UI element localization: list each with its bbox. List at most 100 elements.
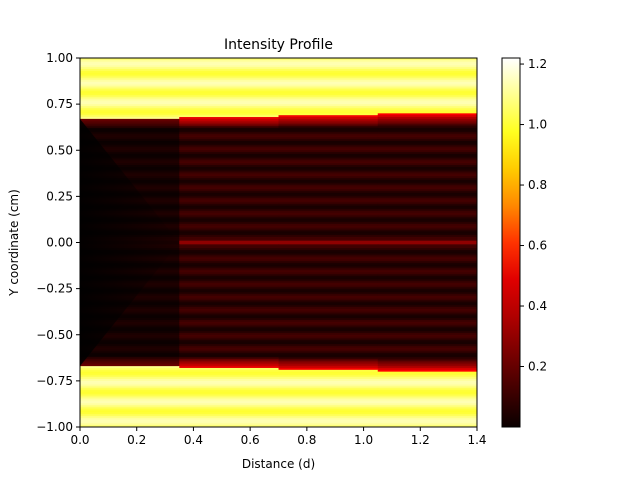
heatmap-cell: [377, 319, 477, 323]
heatmap-cell: [80, 353, 180, 356]
heatmap-cell: [80, 345, 180, 349]
heatmap-cell: [377, 325, 477, 328]
heatmap-cell: [278, 395, 379, 399]
heatmap-cell: [179, 408, 280, 411]
heatmap-cell: [377, 196, 477, 199]
heatmap-cell: [179, 327, 280, 330]
heatmap-cell: [377, 421, 477, 424]
heatmap-cell: [80, 358, 180, 362]
heatmap-cell: [278, 194, 379, 197]
heatmap-cell: [179, 355, 280, 358]
heatmap-cell: [377, 329, 477, 332]
heatmap-cell: [80, 144, 180, 148]
heatmap-cell: [278, 131, 379, 135]
heatmap-cell: [80, 375, 180, 378]
heatmap-cell: [80, 417, 180, 421]
heatmap-cell: [278, 133, 379, 137]
heatmap-cell: [179, 379, 280, 382]
heatmap-cell: [278, 414, 379, 417]
heatmap-cell: [278, 255, 379, 258]
heatmap-cell: [179, 189, 280, 192]
heatmap-cell: [179, 124, 280, 127]
heatmap-cell: [179, 329, 280, 332]
heatmap-cell: [278, 292, 379, 295]
heatmap-cell: [179, 290, 280, 293]
heatmap-cell: [179, 67, 280, 70]
heatmap-cell: [377, 91, 477, 94]
heatmap-cell: [278, 196, 379, 199]
heatmap-cell: [80, 155, 180, 159]
heatmap-cell: [80, 126, 180, 129]
heatmap-cell: [278, 177, 379, 181]
heatmap-cell: [278, 200, 379, 203]
heatmap-cell: [278, 155, 379, 159]
heatmap-cell: [377, 279, 477, 282]
heatmap-cell: [278, 124, 379, 127]
heatmap-cell: [377, 380, 477, 384]
heatmap-cell: [377, 395, 477, 399]
heatmap-cell: [278, 325, 379, 328]
heatmap-cell: [377, 207, 477, 210]
heatmap-cell: [278, 257, 379, 260]
heatmap-cell: [278, 218, 379, 221]
heatmap-cell: [377, 366, 477, 369]
heatmap-cell: [278, 229, 379, 233]
heatmap-cell: [278, 270, 379, 273]
heatmap-cell: [80, 87, 180, 90]
heatmap-cell: [179, 93, 280, 96]
heatmap-cell: [80, 399, 180, 402]
heatmap-cell: [80, 113, 180, 116]
heatmap-cell: [278, 69, 379, 72]
heatmap-cell: [278, 415, 379, 419]
heatmap-cell: [377, 111, 477, 114]
heatmap-cell: [179, 262, 280, 266]
heatmap-cell: [278, 98, 379, 102]
heatmap-cell: [278, 91, 379, 94]
heatmap-cell: [377, 412, 477, 415]
heatmap-cell: [377, 107, 477, 111]
heatmap-cell: [80, 67, 180, 70]
heatmap-cell: [179, 281, 280, 284]
heatmap-cell: [377, 332, 477, 336]
heatmap-cell: [179, 229, 280, 233]
heatmap-cell: [80, 139, 180, 142]
heatmap-cell: [80, 102, 180, 105]
heatmap-cell: [278, 207, 379, 210]
heatmap-cell: [179, 176, 280, 179]
heatmap-cell: [278, 351, 379, 354]
heatmap-cell: [179, 253, 280, 257]
heatmap-cell: [80, 342, 180, 345]
heatmap-cell: [377, 181, 477, 185]
heatmap-cell: [80, 379, 180, 382]
heatmap-cell: [179, 251, 280, 255]
heatmap-cell: [377, 72, 477, 76]
heatmap-cell: [179, 200, 280, 203]
heatmap-cell: [179, 395, 280, 399]
heatmap-cell: [179, 111, 280, 114]
heatmap-cell: [278, 109, 379, 113]
heatmap-cell: [179, 345, 280, 349]
heatmap-cell: [377, 102, 477, 105]
heatmap-cell: [179, 94, 280, 98]
heatmap-cell: [179, 340, 280, 343]
heatmap-cell: [278, 277, 379, 280]
heatmap-cell: [179, 126, 280, 129]
heatmap-cell: [278, 294, 379, 297]
heatmap-cell: [80, 78, 180, 81]
heatmap-cell: [377, 404, 477, 408]
heatmap-cell: [278, 176, 379, 179]
heatmap-cell: [278, 59, 379, 63]
heatmap-cell: [377, 340, 477, 343]
heatmap-cell: [278, 242, 379, 245]
colorbar-axis: 0.2 0.4 0.6 0.8 1.0 1.2: [520, 57, 547, 374]
heatmap-cell: [377, 403, 477, 406]
heatmap-cell: [179, 414, 280, 417]
heatmap-cell: [179, 194, 280, 197]
heatmap-cell: [80, 377, 180, 380]
heatmap-cell: [179, 81, 280, 85]
heatmap-cell: [377, 379, 477, 382]
heatmap-cell: [179, 419, 280, 423]
heatmap-cell: [179, 264, 280, 268]
heatmap-cell: [80, 120, 180, 124]
